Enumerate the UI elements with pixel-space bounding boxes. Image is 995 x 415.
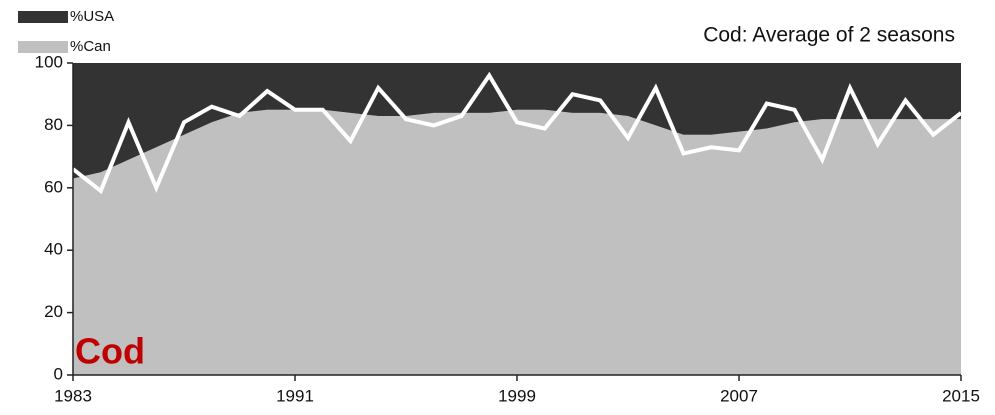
y-tick-label: 100	[35, 52, 63, 71]
legend-swatch	[18, 41, 68, 53]
y-tick-label: 60	[44, 177, 63, 196]
x-tick-label: 1991	[276, 386, 314, 405]
x-tick-label: 1999	[498, 386, 536, 405]
area	[73, 63, 961, 179]
y-tick-label: 80	[44, 115, 63, 134]
x-tick-label: 2007	[720, 386, 758, 405]
area	[73, 109, 961, 376]
legend-label: %USA	[70, 8, 114, 25]
legend-swatch	[18, 11, 68, 23]
y-tick-label: 20	[44, 302, 63, 321]
y-tick-label: 0	[54, 364, 63, 383]
chart-title: Cod: Average of 2 seasons	[703, 24, 955, 47]
line	[71, 71, 963, 195]
x-tick-label: 2015	[942, 386, 980, 405]
y-tick-label: 40	[44, 240, 63, 259]
x-tick-label: 1983	[54, 386, 92, 405]
legend-label: %Can	[70, 38, 111, 55]
annotation: Cod	[75, 331, 145, 372]
